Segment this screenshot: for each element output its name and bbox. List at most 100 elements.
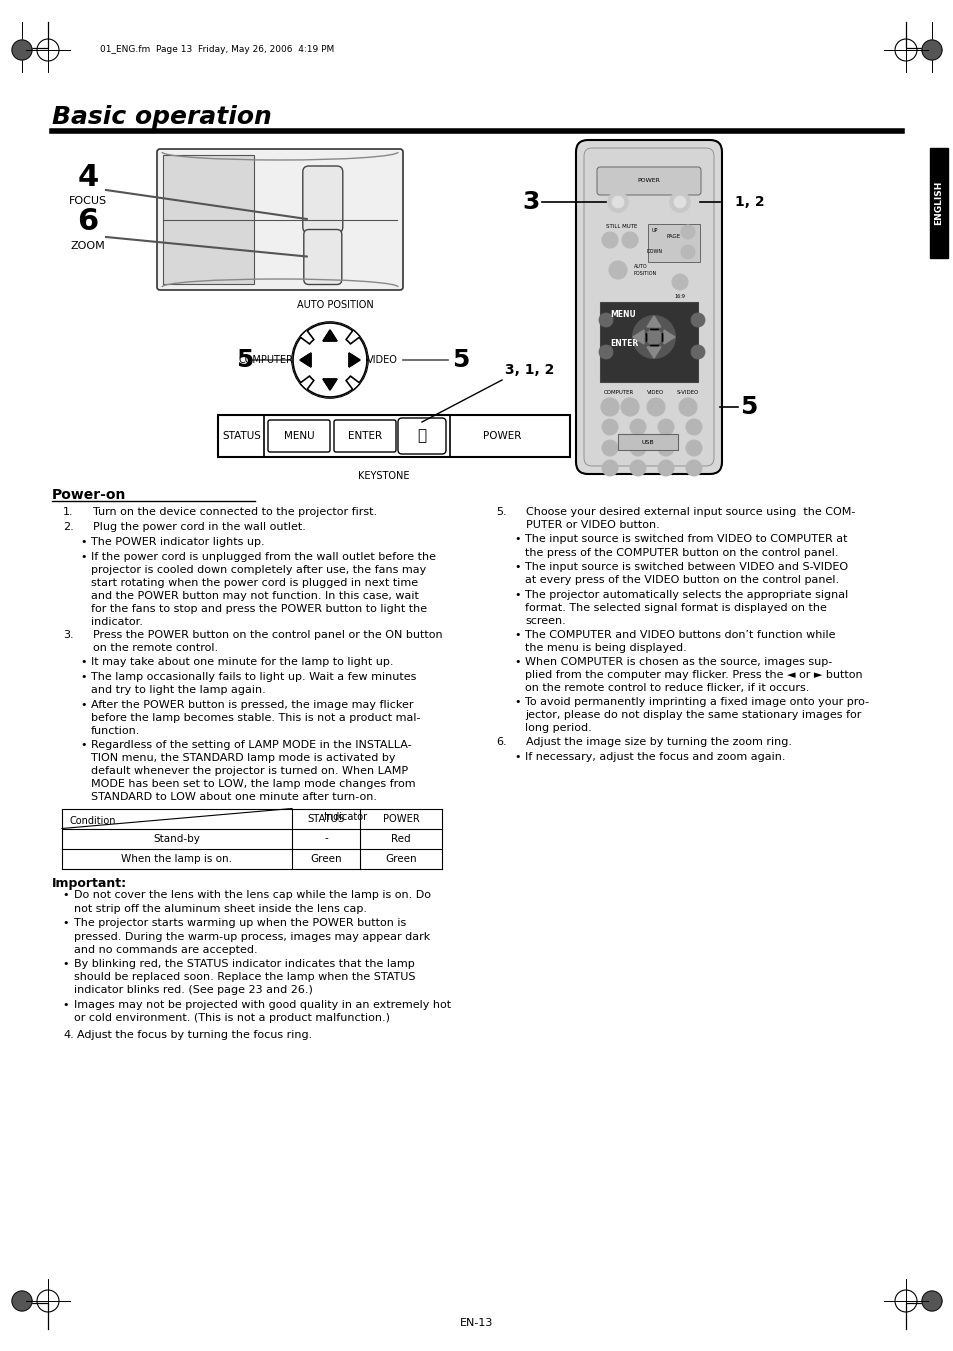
Circle shape bbox=[294, 324, 366, 396]
Circle shape bbox=[629, 440, 645, 457]
Circle shape bbox=[621, 232, 638, 249]
FancyBboxPatch shape bbox=[157, 149, 402, 290]
Text: 1.: 1. bbox=[63, 507, 73, 517]
Text: The lamp occasionally fails to light up. Wait a few minutes
and try to light the: The lamp occasionally fails to light up.… bbox=[91, 671, 416, 694]
Polygon shape bbox=[12, 41, 32, 59]
Polygon shape bbox=[646, 347, 660, 358]
Text: •: • bbox=[514, 589, 520, 600]
Text: COMPUTER: COMPUTER bbox=[603, 390, 634, 394]
Text: 6: 6 bbox=[77, 208, 98, 236]
Polygon shape bbox=[633, 330, 643, 345]
Text: EN-13: EN-13 bbox=[460, 1319, 493, 1328]
Text: 5: 5 bbox=[452, 349, 469, 372]
Text: Red: Red bbox=[391, 834, 411, 843]
Polygon shape bbox=[921, 1292, 941, 1310]
Circle shape bbox=[685, 419, 701, 435]
Text: Green: Green bbox=[310, 854, 341, 863]
Polygon shape bbox=[349, 353, 359, 367]
Text: POWER: POWER bbox=[382, 813, 419, 824]
Polygon shape bbox=[646, 316, 660, 327]
FancyBboxPatch shape bbox=[268, 420, 330, 453]
Text: The projector starts warming up when the POWER button is
pressed. During the war: The projector starts warming up when the… bbox=[74, 919, 430, 955]
Circle shape bbox=[629, 419, 645, 435]
Polygon shape bbox=[323, 380, 336, 390]
Text: Adjust the focus by turning the focus ring.: Adjust the focus by turning the focus ri… bbox=[77, 1031, 312, 1040]
Polygon shape bbox=[663, 330, 675, 345]
Bar bbox=[163, 155, 253, 284]
Text: •: • bbox=[62, 1000, 69, 1009]
Text: •: • bbox=[80, 700, 87, 709]
Polygon shape bbox=[299, 353, 311, 367]
Text: DOWN: DOWN bbox=[646, 249, 662, 254]
Circle shape bbox=[629, 459, 645, 476]
Text: Important:: Important: bbox=[52, 877, 127, 889]
Circle shape bbox=[658, 459, 673, 476]
Bar bbox=[218, 415, 569, 457]
Text: 5.: 5. bbox=[496, 507, 506, 517]
Text: S-VIDEO: S-VIDEO bbox=[676, 390, 699, 394]
Text: •: • bbox=[514, 753, 520, 762]
FancyBboxPatch shape bbox=[597, 168, 700, 195]
Text: •: • bbox=[62, 919, 69, 928]
Circle shape bbox=[658, 440, 673, 457]
Text: Choose your desired external input source using  the COM-
PUTER or VIDEO button.: Choose your desired external input sourc… bbox=[525, 507, 855, 530]
FancyBboxPatch shape bbox=[303, 230, 341, 285]
Text: •: • bbox=[514, 697, 520, 707]
Wedge shape bbox=[293, 334, 316, 386]
Circle shape bbox=[601, 440, 618, 457]
Text: COMPUTER: COMPUTER bbox=[238, 355, 293, 365]
Text: •: • bbox=[80, 553, 87, 562]
Circle shape bbox=[685, 440, 701, 457]
Circle shape bbox=[673, 196, 685, 208]
Circle shape bbox=[680, 245, 695, 259]
Text: •: • bbox=[514, 657, 520, 667]
Text: ⏻: ⏻ bbox=[417, 428, 426, 443]
Circle shape bbox=[620, 399, 639, 416]
Text: STATUS: STATUS bbox=[307, 813, 344, 824]
Circle shape bbox=[319, 350, 339, 370]
Text: To avoid permanently imprinting a fixed image onto your pro-
jector, please do n: To avoid permanently imprinting a fixed … bbox=[524, 697, 868, 734]
Text: Turn on the device connected to the projector first.: Turn on the device connected to the proj… bbox=[92, 507, 376, 517]
Text: •: • bbox=[514, 562, 520, 571]
Circle shape bbox=[631, 315, 676, 359]
Text: UP: UP bbox=[651, 228, 658, 232]
Circle shape bbox=[685, 459, 701, 476]
Text: The projector automatically selects the appropriate signal
format. The selected : The projector automatically selects the … bbox=[524, 589, 847, 626]
Circle shape bbox=[601, 232, 618, 249]
Text: 5: 5 bbox=[740, 394, 757, 419]
FancyBboxPatch shape bbox=[576, 141, 721, 474]
Bar bbox=[618, 434, 678, 450]
Polygon shape bbox=[921, 41, 941, 59]
Polygon shape bbox=[323, 380, 336, 390]
FancyBboxPatch shape bbox=[583, 149, 713, 466]
Circle shape bbox=[601, 459, 618, 476]
Text: Power-on: Power-on bbox=[52, 488, 126, 503]
Bar bbox=[929, 149, 947, 258]
Text: Regardless of the setting of LAMP MODE in the INSTALLA-
TION menu, the STANDARD : Regardless of the setting of LAMP MODE i… bbox=[91, 739, 416, 801]
Circle shape bbox=[646, 399, 664, 416]
Text: USB: USB bbox=[641, 439, 654, 444]
Circle shape bbox=[658, 419, 673, 435]
Text: FOCUS: FOCUS bbox=[69, 196, 107, 205]
Text: -: - bbox=[324, 834, 328, 843]
Text: MENU: MENU bbox=[609, 309, 635, 319]
Text: KEYSTONE: KEYSTONE bbox=[358, 471, 410, 481]
Text: 6.: 6. bbox=[496, 738, 506, 747]
Circle shape bbox=[690, 345, 704, 359]
Text: Plug the power cord in the wall outlet.: Plug the power cord in the wall outlet. bbox=[92, 521, 306, 532]
Circle shape bbox=[690, 313, 704, 327]
Text: 4: 4 bbox=[77, 163, 98, 192]
Polygon shape bbox=[323, 330, 336, 340]
Text: VIDEO: VIDEO bbox=[647, 390, 664, 394]
Text: 3, 1, 2: 3, 1, 2 bbox=[504, 363, 554, 377]
Text: When the lamp is on.: When the lamp is on. bbox=[121, 854, 233, 863]
Text: STILL MUTE: STILL MUTE bbox=[605, 224, 637, 230]
Text: Press the POWER button on the control panel or the ON button
on the remote contr: Press the POWER button on the control pa… bbox=[92, 630, 442, 653]
Circle shape bbox=[680, 226, 695, 239]
Text: POWER: POWER bbox=[637, 178, 659, 184]
Text: AUTO
POSITION: AUTO POSITION bbox=[634, 265, 657, 276]
Text: Images may not be projected with good quality in an extremely hot
or cold enviro: Images may not be projected with good qu… bbox=[74, 1000, 451, 1023]
Text: •: • bbox=[62, 890, 69, 901]
FancyBboxPatch shape bbox=[302, 166, 342, 232]
Circle shape bbox=[679, 399, 697, 416]
